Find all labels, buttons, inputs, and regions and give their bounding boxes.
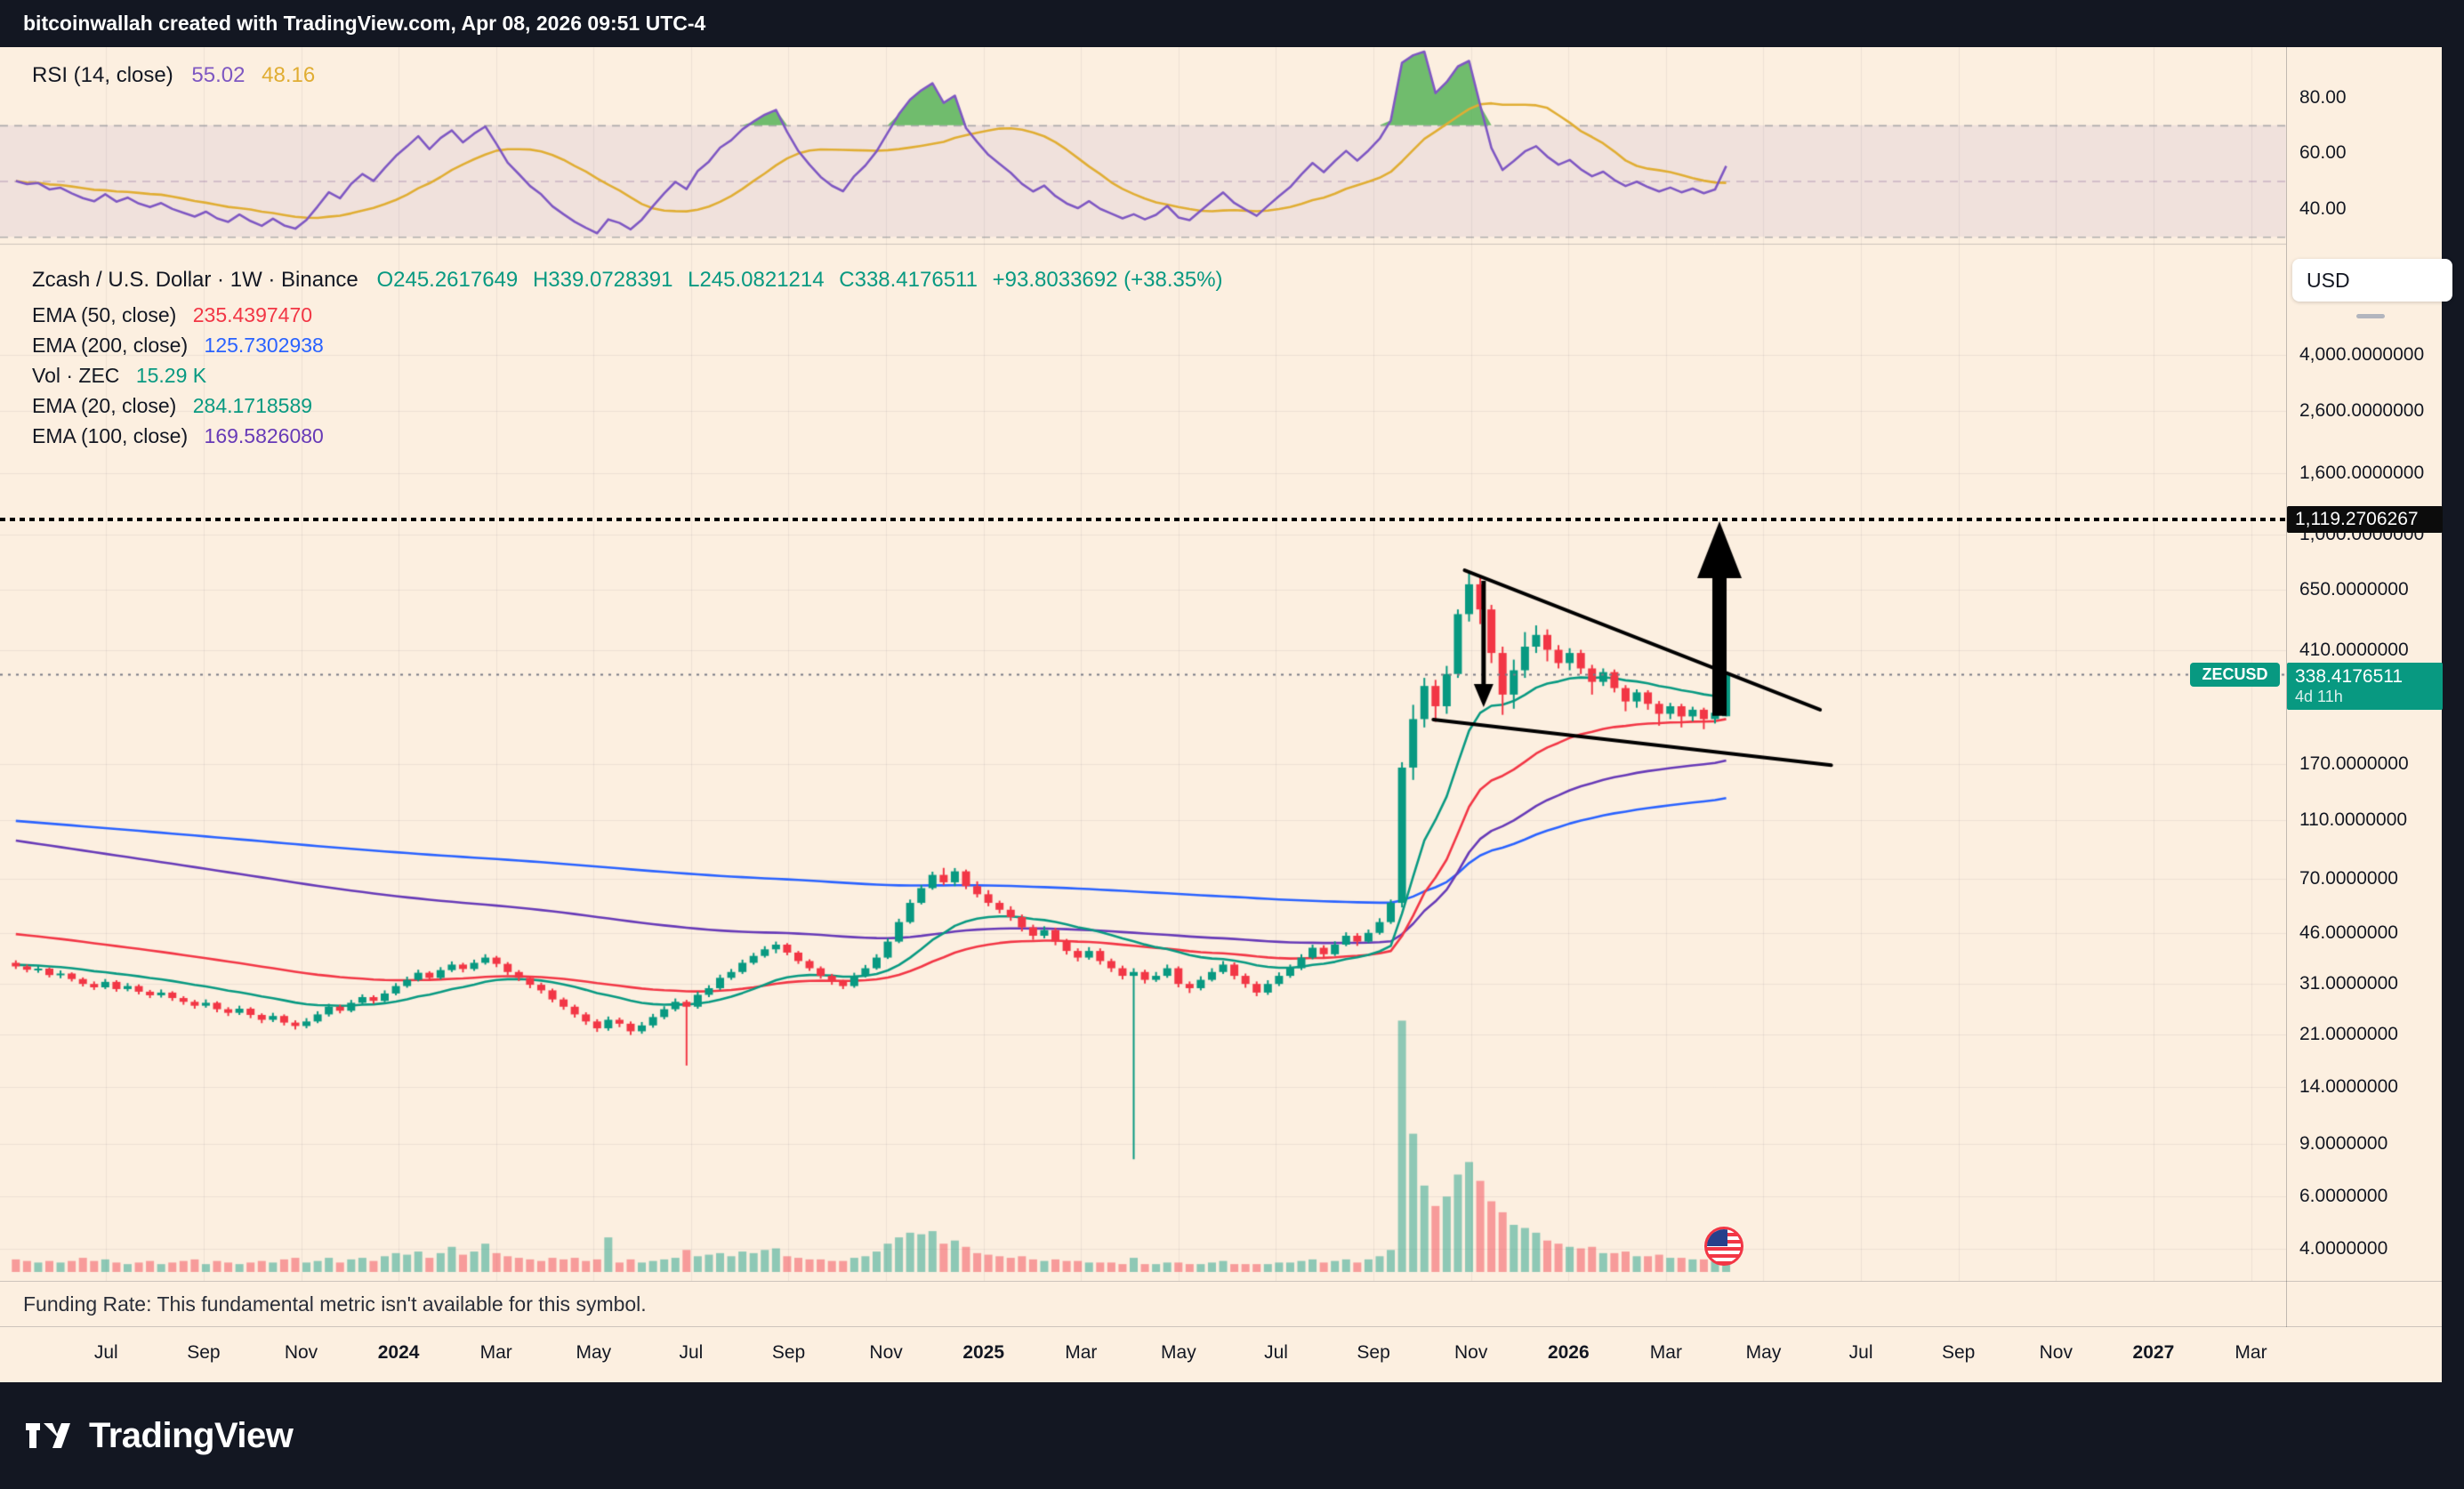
us-flag-event-icon[interactable]	[1704, 1227, 1744, 1267]
price-axis-label: 2,600.0000000	[2299, 399, 2425, 421]
target-price-badge: 1,119.2706267	[2287, 506, 2443, 534]
chart-area: RSI (14, close) 55.02 48.16 Zcash / U.S.…	[0, 47, 2464, 1382]
symbol-legend[interactable]: Zcash / U.S. Dollar · 1W · Binance O245.…	[32, 268, 1232, 293]
time-axis-label: Jul	[93, 1342, 118, 1363]
price-axis-label: 31.0000000	[2299, 973, 2398, 994]
time-axis-label: Jul	[1264, 1342, 1288, 1363]
top-bar-title: bitcoinwallah created with TradingView.c…	[23, 12, 706, 35]
indicator-row-ema20[interactable]: EMA (20, close) 284.1718589	[32, 394, 313, 417]
symbol-price-tag: ZECUSD	[2190, 662, 2280, 687]
time-axis-label: May	[576, 1342, 612, 1363]
price-axis-label: 170.0000000	[2299, 753, 2409, 774]
price-axis-label: 110.0000000	[2299, 809, 2408, 830]
tradingview-logo-icon	[26, 1423, 70, 1448]
rsi-legend[interactable]: RSI (14, close) 55.02 48.16	[32, 63, 326, 88]
indicator-row-ema200[interactable]: EMA (200, close) 125.7302938	[32, 334, 324, 357]
time-axis-label: Mar	[2235, 1342, 2267, 1363]
rsi-axis-label: 60.00	[2299, 142, 2347, 164]
rsi-ma-value: 48.16	[262, 63, 316, 87]
rsi-value: 55.02	[191, 63, 246, 87]
rsi-legend-label: RSI (14, close)	[32, 63, 173, 87]
time-axis-label: Jul	[1848, 1342, 1873, 1363]
price-axis-label: 70.0000000	[2299, 867, 2398, 889]
price-axis-label: 1,600.0000000	[2299, 463, 2425, 484]
tradingview-logo[interactable]: TradingView	[25, 1415, 294, 1456]
indicator-row-ema100[interactable]: EMA (100, close) 169.5826080	[32, 424, 324, 447]
time-axis-label: 2024	[377, 1342, 420, 1363]
time-axis-label: Sep	[187, 1342, 221, 1363]
time-axis-label: Nov	[2039, 1342, 2073, 1363]
time-axis-label: Mar	[1649, 1342, 1682, 1363]
funding-note-text: Funding Rate: This fundamental metric is…	[23, 1292, 647, 1316]
time-axis-label: 2027	[2132, 1342, 2175, 1363]
funding-note-bar: Funding Rate: This fundamental metric is…	[0, 1281, 2442, 1327]
indicator-legend: EMA (50, close) 235.4397470 EMA (200, cl…	[32, 300, 324, 451]
time-axis-label: Mar	[479, 1342, 512, 1363]
indicator-row-ema50[interactable]: EMA (50, close) 235.4397470	[32, 303, 313, 326]
time-axis-label: Jul	[679, 1342, 704, 1363]
top-bar: bitcoinwallah created with TradingView.c…	[0, 0, 2464, 47]
time-axis-label: Nov	[869, 1342, 903, 1363]
time-axis-label: Nov	[284, 1342, 318, 1363]
last-price-value: 338.4176511	[2295, 666, 2404, 688]
price-axis-label: 21.0000000	[2299, 1023, 2398, 1044]
symbol-title: Zcash / U.S. Dollar · 1W · Binance	[32, 268, 358, 292]
ohlc-high: H339.0728391	[532, 268, 673, 292]
time-axis-label: Nov	[1454, 1342, 1488, 1363]
time-axis-label: Sep	[1942, 1342, 1976, 1363]
rsi-axis-label: 40.00	[2299, 197, 2347, 219]
chart-plot-canvas[interactable]	[0, 47, 2286, 1281]
axis-handle[interactable]	[2356, 314, 2385, 318]
indicator-row-volume[interactable]: Vol · ZEC 15.29 K	[32, 364, 207, 387]
change-value: +93.8033692 (+38.35%)	[992, 268, 1223, 292]
usd-button[interactable]: USD	[2292, 259, 2452, 302]
time-axis-label: Mar	[1065, 1342, 1098, 1363]
price-axis[interactable]: USD 1,119.2706267 338.4176511 4d 11h 4,0…	[2286, 47, 2452, 1327]
price-axis-label: 4.0000000	[2299, 1238, 2388, 1260]
time-axis-label: Sep	[771, 1342, 806, 1363]
price-axis-label: 46.0000000	[2299, 922, 2398, 943]
target-price-line[interactable]	[0, 518, 2286, 522]
bottom-bar: TradingView	[0, 1382, 2464, 1489]
price-axis-label: 6.0000000	[2299, 1186, 2388, 1207]
time-axis-label: 2026	[1547, 1342, 1590, 1363]
time-axis-label: May	[1161, 1342, 1196, 1363]
time-axis-label: Sep	[1357, 1342, 1390, 1363]
price-axis-label: 4,000.0000000	[2299, 344, 2425, 366]
tradingview-wordmark: TradingView	[89, 1415, 294, 1455]
bar-countdown: 4d 11h	[2295, 688, 2343, 706]
time-axis[interactable]: Jul Sep Nov 2024 Mar May Jul Sep Nov 2025 Mar May Ju…	[0, 1327, 2442, 1382]
price-axis-label: 650.0000000	[2299, 579, 2409, 600]
time-axis-label: May	[1745, 1342, 1782, 1363]
right-scroll-strip	[2442, 47, 2464, 1382]
price-axis-label: 14.0000000	[2299, 1075, 2398, 1097]
rsi-axis-label: 80.00	[2299, 86, 2347, 108]
time-axis-label: 2025	[962, 1342, 1005, 1363]
ohlc-close: C338.4176511	[839, 268, 978, 292]
ohlc-low: L245.0821214	[688, 268, 825, 292]
price-axis-label: 9.0000000	[2299, 1133, 2388, 1155]
last-price-badge: 338.4176511 4d 11h	[2287, 663, 2443, 711]
ohlc-open: O245.2617649	[376, 268, 519, 292]
price-axis-label: 410.0000000	[2299, 639, 2409, 660]
